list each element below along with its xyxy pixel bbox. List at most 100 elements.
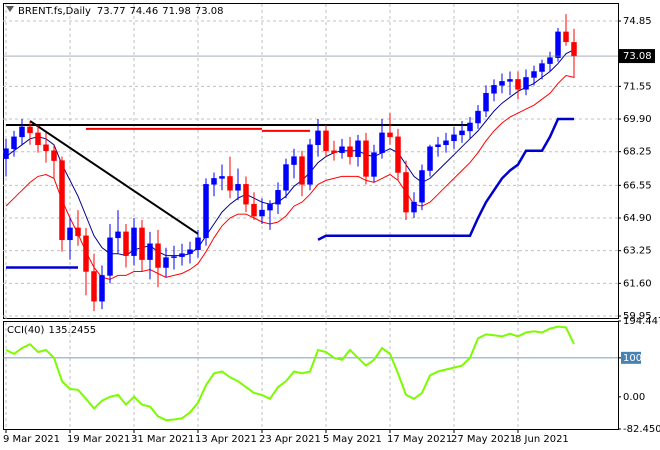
candle-body (355, 140, 361, 157)
candle-body (219, 176, 225, 179)
candle-body (11, 136, 17, 149)
candle-body (267, 203, 273, 211)
cci-line (5, 325, 575, 422)
candle-body (91, 271, 97, 302)
candle-body (507, 79, 513, 82)
title-icon (6, 6, 14, 12)
cci-title: CCI(40) 135.2455 (7, 325, 96, 336)
candle-body (419, 170, 425, 203)
candle-body (427, 146, 433, 171)
candle-body (443, 140, 449, 146)
y-tick-label: 0.00 (623, 392, 645, 403)
y-tick-label: 68.25 (623, 147, 652, 158)
y-tick-label: -82.4501 (623, 424, 660, 435)
candle-body (163, 257, 169, 268)
candle-body (235, 184, 241, 191)
candle-body (51, 150, 57, 161)
candle-body (547, 57, 553, 64)
candle-body (483, 93, 489, 112)
candle-body (67, 227, 73, 241)
ohlc-value: 71.98 (162, 6, 191, 17)
candle-body (347, 146, 353, 157)
candle-body (299, 156, 305, 185)
candle-body (27, 126, 33, 134)
candle-body (131, 227, 137, 256)
x-tick-label: 31 Mar 2021 (131, 434, 194, 445)
candle-body (371, 152, 377, 177)
candle-body (195, 237, 201, 250)
y-tick-label: 61.60 (623, 278, 652, 289)
x-tick-label: 8 Jun 2021 (515, 434, 569, 445)
candle-body (467, 122, 473, 132)
candle-body (227, 176, 233, 191)
chart-title: BRENT.fs,Daily 73.77 74.46 71.98 73.08 (18, 6, 223, 17)
main-panel-frame (3, 3, 619, 319)
candle-body (43, 144, 49, 151)
candle-body (275, 190, 281, 205)
x-tick-label: 5 May 2021 (323, 434, 382, 445)
candle-body (75, 227, 81, 237)
symbol: BRENT.fs,Daily (18, 6, 91, 17)
cci-value: 135.2455 (48, 325, 96, 336)
candle-body (403, 172, 409, 213)
x-tick-label: 9 Mar 2021 (3, 434, 60, 445)
candle-body (35, 132, 41, 146)
candle-body (179, 253, 185, 257)
candle-body (475, 110, 481, 124)
candle-body (331, 150, 337, 153)
candle-body (259, 209, 265, 217)
candle-body (411, 201, 417, 213)
candle-body (83, 235, 89, 272)
current-price-label: 73.08 (623, 51, 652, 62)
candle-body (203, 184, 209, 239)
candle-body (107, 237, 113, 276)
candle-body (171, 256, 177, 258)
candle-body (251, 203, 257, 217)
ohlc-value: 74.46 (130, 6, 159, 17)
current-price-box (619, 49, 655, 64)
candle-body (387, 132, 393, 138)
candle-body (323, 130, 329, 151)
y-tick-label: 74.85 (623, 16, 652, 27)
candle-body (363, 140, 369, 177)
candle-body (187, 249, 193, 254)
y-tick-label: 194.4472 (623, 316, 660, 327)
y-tick-label: 64.90 (623, 213, 652, 224)
drawn-line (29, 120, 199, 235)
candle-body (523, 77, 529, 90)
candle-body (339, 146, 345, 153)
candle-body (283, 164, 289, 191)
y-tick-label: 59.95 (623, 311, 652, 322)
ohlc-value: 73.08 (195, 6, 224, 17)
candle-body (3, 148, 9, 159)
y-tick-label: 71.55 (623, 81, 652, 92)
x-tick-label: 23 Apr 2021 (259, 434, 321, 445)
level-box (621, 351, 641, 364)
y-tick-label: 100 (623, 353, 642, 364)
candle-body (459, 130, 465, 136)
candle-body (395, 136, 401, 173)
candle-body (563, 31, 569, 43)
candle-body (531, 71, 537, 78)
x-tick-label: 27 May 2021 (451, 434, 516, 445)
x-tick-label: 13 Apr 2021 (195, 434, 257, 445)
candle-body (555, 31, 561, 58)
candle-body (491, 85, 497, 94)
candle-body (243, 184, 249, 205)
candle-body (515, 79, 521, 90)
candle-body (307, 144, 313, 185)
candle-body (139, 227, 145, 260)
candle-body (155, 243, 161, 268)
candle-body (315, 130, 321, 146)
candle-body (147, 243, 153, 260)
candle-body (211, 178, 217, 185)
candle-body (19, 126, 25, 138)
candle-body (379, 132, 385, 153)
y-tick-label: 69.90 (623, 114, 652, 125)
x-tick-label: 19 Mar 2021 (67, 434, 130, 445)
cci-panel-frame (3, 321, 619, 430)
y-tick-label: 63.25 (623, 246, 652, 257)
candle-body (291, 156, 297, 165)
